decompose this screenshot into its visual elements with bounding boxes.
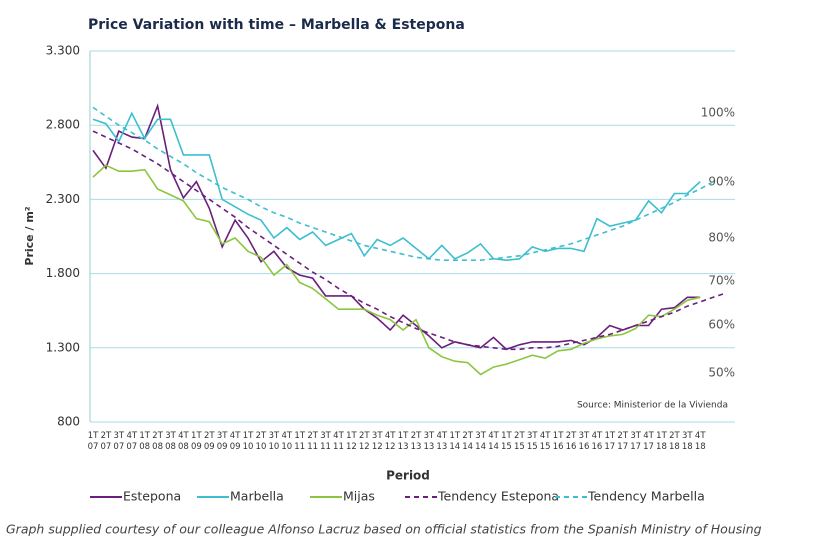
x-tick-label: 2T 10 bbox=[255, 431, 267, 452]
x-tick-label: 3T 18 bbox=[681, 431, 693, 452]
x-tick-label: 4T 11 bbox=[333, 431, 344, 452]
y2-tick-label: 70% bbox=[708, 274, 735, 288]
x-tick-label: 2T 15 bbox=[513, 431, 525, 452]
caption: Graph supplied courtesy of our colleague… bbox=[6, 522, 762, 537]
x-tick-label: 3T 07 bbox=[113, 431, 125, 452]
x-tick-label: 3T 09 bbox=[216, 431, 228, 452]
legend-label: Mijas bbox=[343, 489, 375, 504]
x-tick-label: 1T 18 bbox=[656, 431, 667, 452]
y-tick-label: 2.800 bbox=[46, 118, 80, 132]
x-tick-label: 2T 16 bbox=[565, 431, 577, 452]
x-tick-label: 1T 08 bbox=[139, 431, 151, 452]
source-note: Source: Ministerior de la Vivienda bbox=[577, 401, 728, 411]
x-tick-label: 1T 11 bbox=[294, 431, 306, 452]
y-tick-label: 800 bbox=[57, 415, 80, 429]
x-tick-label: 2T 13 bbox=[410, 431, 422, 452]
x-tick-label: 4T 10 bbox=[281, 431, 293, 452]
chart-title: Price Variation with time – Marbella & E… bbox=[88, 17, 465, 33]
x-tick-label: 3T 17 bbox=[630, 431, 642, 452]
x-tick-label: 1T 12 bbox=[345, 431, 357, 452]
y2-tick-label: 60% bbox=[708, 317, 735, 331]
y-tick-label: 1.300 bbox=[46, 340, 80, 354]
y-tick-label: 2.300 bbox=[46, 192, 80, 206]
x-tick-label: 1T 07 bbox=[87, 431, 99, 452]
x-tick-label: 2T 11 bbox=[307, 431, 319, 452]
series-line bbox=[92, 164, 701, 376]
x-tick-label: 2T 18 bbox=[668, 431, 680, 452]
x-tick-label: 1T 16 bbox=[552, 431, 564, 452]
x-tick-label: 1T 13 bbox=[397, 431, 409, 452]
x-tick-label: 4T 09 bbox=[229, 431, 241, 452]
x-tick-label: 3T 16 bbox=[578, 431, 590, 452]
series-line bbox=[92, 103, 701, 351]
x-tick-label: 3T 15 bbox=[526, 431, 538, 452]
y2-tick-label: 90% bbox=[708, 175, 735, 189]
legend-label: Marbella bbox=[230, 489, 284, 504]
series-line bbox=[92, 111, 701, 262]
x-tick-label: 4T 16 bbox=[591, 431, 603, 452]
x-tick-label: 4T 12 bbox=[384, 431, 396, 452]
y2-tick-label: 80% bbox=[708, 230, 735, 244]
trend-line bbox=[92, 106, 714, 261]
x-tick-label: 2T 14 bbox=[462, 431, 474, 452]
x-tick-label: 4T 17 bbox=[643, 431, 654, 452]
x-tick-label: 2T 17 bbox=[617, 431, 629, 452]
x-tick-label: 4T 13 bbox=[436, 431, 448, 452]
x-tick-label: 1T 17 bbox=[604, 431, 616, 452]
x-tick-label: 3T 10 bbox=[268, 431, 280, 452]
x-tick-label: 1T 10 bbox=[242, 431, 254, 452]
x-tick-label: 3T 08 bbox=[165, 431, 176, 452]
y2-tick-label: 100% bbox=[701, 106, 735, 120]
x-tick-label: 3T 14 bbox=[475, 431, 486, 452]
legend-label: Tendency Marbella bbox=[587, 489, 705, 504]
x-tick-label: 1T 14 bbox=[449, 431, 461, 452]
x-axis-label: Period bbox=[386, 469, 430, 483]
x-tick-label: 3T 11 bbox=[320, 431, 331, 452]
legend-label: Estepona bbox=[123, 489, 181, 504]
y-axis-label: Price / m² bbox=[23, 206, 36, 265]
x-tick-label: 2T 12 bbox=[358, 431, 370, 452]
x-tick-label: 4T 14 bbox=[488, 431, 499, 452]
y-tick-label: 3.300 bbox=[46, 44, 80, 58]
legend-label: Tendency Estepona bbox=[437, 489, 559, 504]
x-tick-label: 2T 09 bbox=[203, 431, 215, 452]
x-tick-label: 4T 18 bbox=[694, 431, 706, 452]
x-tick-label: 2T 08 bbox=[152, 431, 163, 452]
x-tick-label: 4T 07 bbox=[126, 431, 138, 452]
x-tick-label: 2T 07 bbox=[100, 431, 112, 452]
x-tick-label: 4T 15 bbox=[539, 431, 551, 452]
x-tick-label: 4T 08 bbox=[178, 431, 189, 452]
x-tick-label: 3T 13 bbox=[423, 431, 435, 452]
trend-line bbox=[92, 130, 727, 351]
x-tick-label: 3T 12 bbox=[371, 431, 383, 452]
y2-tick-label: 50% bbox=[708, 366, 735, 380]
x-tick-label: 1T 15 bbox=[501, 431, 512, 452]
y-tick-label: 1.800 bbox=[46, 266, 80, 280]
x-tick-label: 1T 09 bbox=[190, 431, 202, 452]
